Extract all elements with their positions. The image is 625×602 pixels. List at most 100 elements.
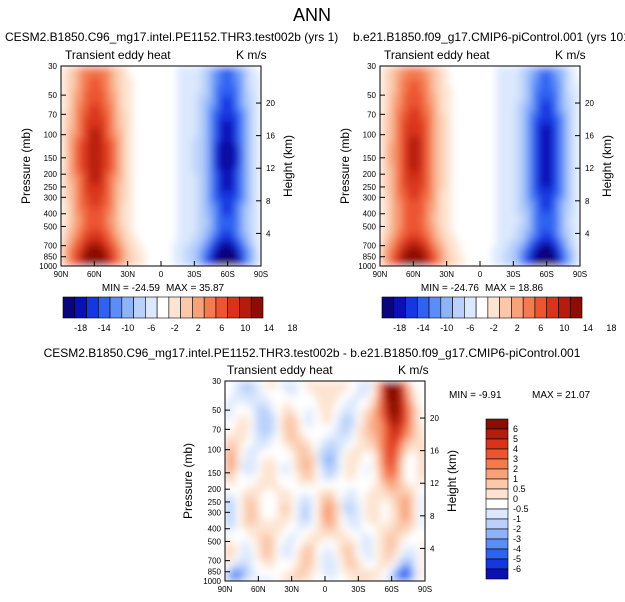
- y-tick-label: 150: [363, 154, 377, 163]
- x-tick-label: 60N: [251, 585, 266, 594]
- colorbar-swatch: [558, 296, 571, 319]
- x-tick-label: 90N: [54, 270, 69, 279]
- y-tick-label: 500: [44, 222, 58, 231]
- colorbar-swatch: [156, 296, 170, 319]
- colorbar-swatch: [485, 478, 509, 490]
- colorbar-swatch: [168, 296, 181, 319]
- max-label: MAX = 18.86: [485, 283, 544, 294]
- y-tick-label: 150: [208, 469, 222, 478]
- min-label: MIN = -24.76: [421, 283, 480, 294]
- colorbar-swatch: [440, 296, 453, 319]
- y-axis-label-right: Height (km): [281, 135, 295, 197]
- y-tick-label: 300: [363, 193, 377, 202]
- y-tick-label: 30: [367, 62, 376, 71]
- colorbar-swatch: [522, 296, 536, 319]
- y-tick-label: 850: [44, 253, 58, 262]
- x-tick-label: 0: [159, 270, 164, 279]
- height-tick-label: 12: [585, 164, 594, 173]
- y-tick-label: 100: [44, 131, 58, 140]
- x-tick-label: 60S: [385, 585, 399, 594]
- colorbar-swatch: [464, 296, 477, 319]
- y-tick-label: 250: [44, 183, 58, 192]
- colorbar-swatch: [215, 296, 229, 319]
- units-label: K m/s: [236, 48, 267, 62]
- contour-field: [61, 66, 261, 266]
- colorbar-swatch: [74, 296, 87, 319]
- colorbar-swatch: [86, 296, 99, 319]
- colorbar-label: 2: [513, 464, 518, 474]
- y-tick-label: 30: [212, 377, 221, 386]
- colorbar-swatch: [180, 296, 193, 319]
- max-label: MAX = 21.07: [532, 390, 591, 401]
- height-tick-label: 20: [266, 99, 275, 108]
- y-axis-label-right: Height (km): [445, 450, 459, 512]
- y-tick-label: 700: [363, 242, 377, 251]
- colorbar-swatch: [487, 296, 500, 319]
- y-tick-label: 70: [212, 425, 221, 434]
- colorbar-swatch: [485, 528, 509, 540]
- figure-title: ANN: [293, 5, 331, 25]
- y-tick-label: 1000: [358, 262, 376, 271]
- panel-difference: CESM2.B1850.C96_mg17.intel.PE1152.THR3.t…: [44, 346, 591, 594]
- colorbar-label: -14: [417, 323, 430, 333]
- min-label: MIN = -24.59: [102, 283, 161, 294]
- y-tick-label: 850: [363, 253, 377, 262]
- colorbar-label: -18: [393, 323, 406, 333]
- colorbar-label: 5: [513, 434, 518, 444]
- colorbar-label: 10: [559, 323, 569, 333]
- x-tick-label: 90N: [373, 270, 388, 279]
- colorbar-swatch: [485, 458, 509, 470]
- colorbar-swatch: [485, 448, 509, 460]
- colorbar-label: -18: [74, 323, 87, 333]
- x-tick-label: 30S: [351, 585, 365, 594]
- contour-field: [225, 381, 425, 581]
- colorbar-label: -1: [513, 514, 521, 524]
- y-axis-label: Pressure (mb): [181, 443, 195, 519]
- y-tick-label: 1000: [39, 262, 57, 271]
- panel-control: CESM2.B1850.C96_mg17.intel.PE1152.THR3.t…: [5, 30, 338, 333]
- colorbar-swatch: [485, 558, 509, 570]
- colorbar-swatch: [485, 438, 509, 450]
- colorbar-swatch: [475, 296, 489, 319]
- y-tick-label: 500: [208, 537, 222, 546]
- colorbar-swatch: [485, 468, 509, 480]
- height-tick-label: 16: [430, 447, 439, 456]
- y-tick-label: 200: [363, 170, 377, 179]
- y-tick-label: 400: [44, 210, 58, 219]
- x-tick-label: 0: [323, 585, 328, 594]
- variable-label: Transient eddy heat: [227, 363, 333, 377]
- colorbar-label: 1: [513, 474, 518, 484]
- colorbar-label: -2: [171, 323, 179, 333]
- y-tick-label: 700: [208, 557, 222, 566]
- y-axis-label-right: Height (km): [600, 135, 614, 197]
- colorbar-swatch: [485, 418, 509, 430]
- axes: 90N 60N 30N 0 30S 60S 90S 30 50 70 100 150 200 250300…: [39, 62, 275, 279]
- y-tick-label: 100: [208, 446, 222, 455]
- colorbar-label: -6: [513, 564, 521, 574]
- colorbar-label: 6: [538, 323, 543, 333]
- colorbar-label: -14: [98, 323, 111, 333]
- colorbar-swatch: [485, 498, 509, 510]
- colorbar-swatch: [485, 568, 509, 580]
- height-tick-label: 20: [585, 99, 594, 108]
- colorbar-swatch: [485, 428, 509, 440]
- colorbar-swatch: [416, 296, 430, 319]
- x-tick-label: 60S: [540, 270, 554, 279]
- x-tick-label: 60N: [406, 270, 421, 279]
- x-tick-label: 0: [478, 270, 483, 279]
- x-tick-label: 30S: [187, 270, 201, 279]
- colorbar-label: -2: [490, 323, 498, 333]
- colorbar-swatch: [145, 296, 158, 319]
- colorbar-swatch: [121, 296, 134, 319]
- y-axis-label: Pressure (mb): [338, 128, 352, 204]
- colorbar-swatch: [485, 508, 509, 520]
- y-tick-label: 300: [208, 508, 222, 517]
- y-tick-label: 150: [44, 154, 58, 163]
- colorbar-label: -6: [466, 323, 474, 333]
- colorbar-swatch: [511, 296, 524, 319]
- colorbar-label: 14: [264, 323, 274, 333]
- y-tick-label: 70: [367, 110, 376, 119]
- x-tick-label: 90S: [573, 270, 587, 279]
- colorbar-label: 3: [513, 454, 518, 464]
- colorbar-swatch: [192, 296, 205, 319]
